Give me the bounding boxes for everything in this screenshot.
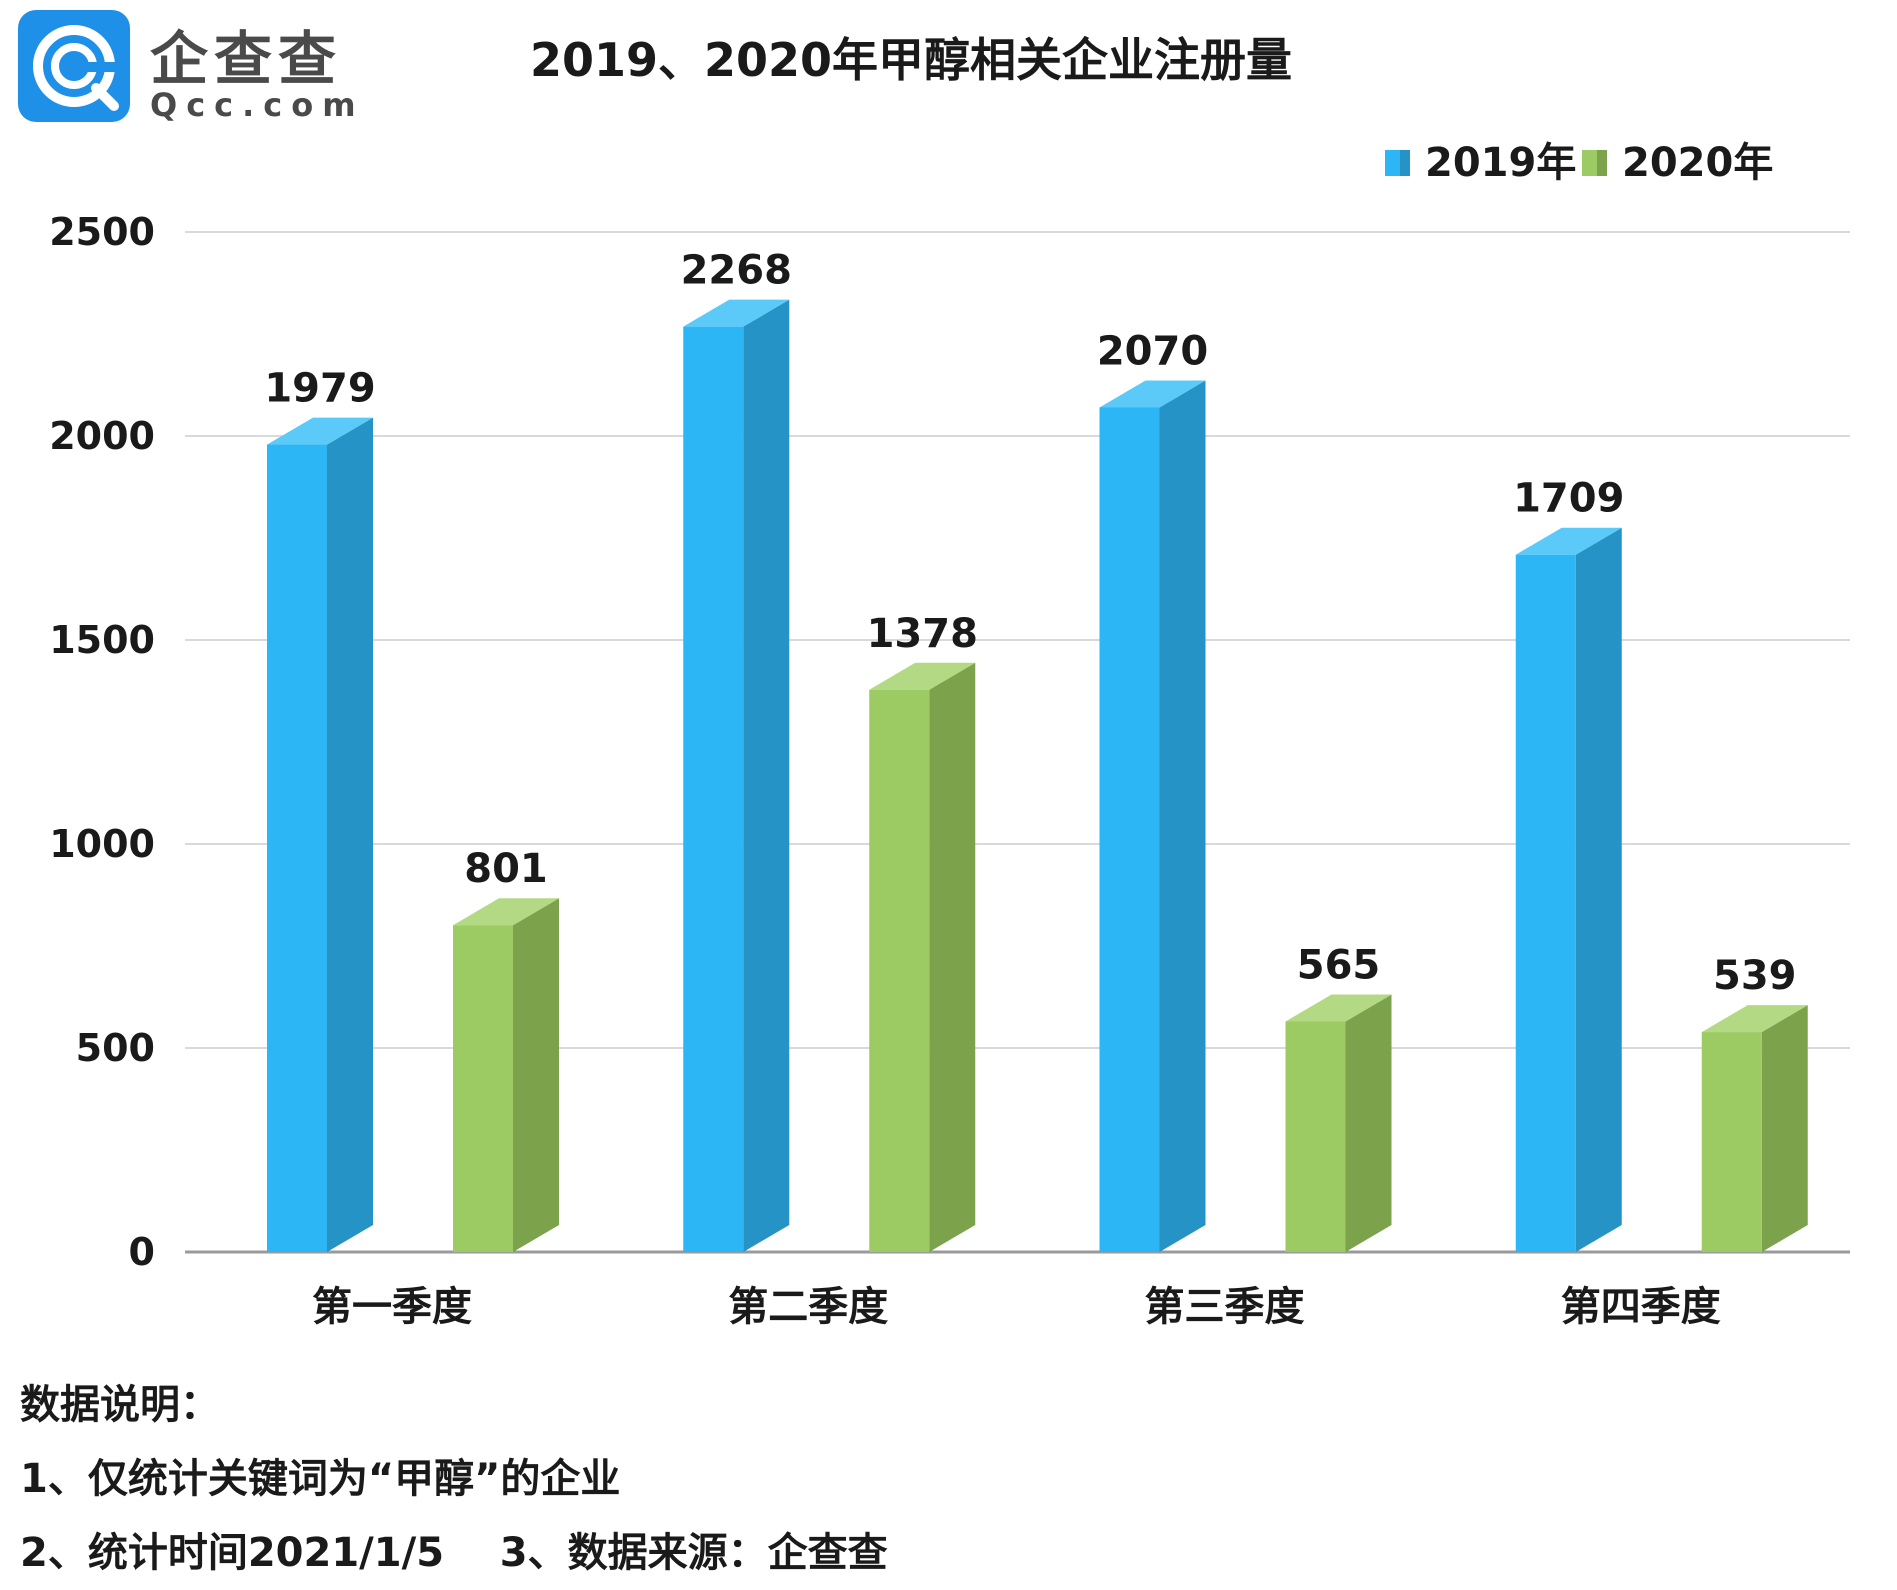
bar — [683, 326, 744, 1252]
bar — [869, 689, 930, 1252]
y-tick-label: 2500 — [49, 210, 155, 254]
data-label: 539 — [1713, 953, 1797, 999]
x-tick-label: 第二季度 — [728, 1284, 888, 1330]
bar-side — [1575, 527, 1622, 1252]
bar-side — [513, 898, 559, 1252]
notes-line-2: 2、统计时间2021/1/5 3、数据来源：企查查 — [20, 1530, 888, 1576]
bar-top — [869, 662, 976, 690]
y-tick-label: 500 — [76, 1026, 155, 1070]
data-label: 1378 — [867, 611, 978, 657]
bar-top — [1701, 1005, 1808, 1033]
bar — [1285, 1021, 1346, 1252]
bar — [267, 444, 327, 1252]
bar-top — [683, 299, 790, 327]
data-label: 1979 — [264, 366, 375, 412]
bar-top — [453, 898, 559, 926]
bar-top — [1099, 380, 1206, 408]
data-notes: 数据说明： 1、仅统计关键词为“甲醇”的企业 2、统计时间2021/1/5 3、… — [20, 1368, 888, 1590]
bar-side — [929, 662, 976, 1252]
bar-side — [1159, 380, 1206, 1252]
bar-top — [1515, 527, 1622, 555]
bar-side — [743, 299, 790, 1252]
bar-side — [327, 417, 373, 1252]
bar-side — [1761, 1005, 1808, 1252]
legend-swatch-side — [1400, 150, 1410, 176]
legend-swatch-front — [1385, 150, 1400, 176]
bar-top — [267, 417, 373, 445]
bar-top — [1285, 994, 1392, 1022]
y-tick-label: 2000 — [49, 414, 155, 458]
logo-name: 企查查 — [150, 25, 343, 93]
data-label: 565 — [1297, 942, 1381, 988]
data-label: 2070 — [1097, 328, 1208, 374]
legend-swatch-side — [1597, 150, 1607, 176]
legend-label: 2020年 — [1622, 140, 1773, 186]
x-tick-label: 第一季度 — [312, 1284, 472, 1330]
legend-swatch-front — [1582, 150, 1597, 176]
y-tick-label: 1000 — [49, 822, 155, 866]
x-tick-label: 第四季度 — [1561, 1284, 1721, 1330]
qcc-logo-icon — [18, 10, 130, 122]
y-tick-label: 0 — [129, 1230, 155, 1274]
notes-line-1: 1、仅统计关键词为“甲醇”的企业 — [20, 1456, 621, 1502]
x-tick-label: 第三季度 — [1145, 1284, 1305, 1330]
logo-domain: Qcc.com — [150, 86, 365, 124]
bar — [453, 925, 513, 1252]
data-label: 801 — [464, 846, 548, 892]
legend-label: 2019年 — [1425, 140, 1576, 186]
y-tick-label: 1500 — [49, 618, 155, 662]
data-label: 1709 — [1513, 476, 1624, 522]
notes-heading: 数据说明： — [20, 1382, 220, 1428]
chart-title: 2019、2020年甲醇相关企业注册量 — [530, 33, 1293, 87]
data-label: 2268 — [681, 248, 792, 294]
bar — [1515, 554, 1576, 1252]
bar — [1701, 1032, 1762, 1252]
bar — [1099, 407, 1160, 1252]
bar-side — [1345, 994, 1392, 1252]
